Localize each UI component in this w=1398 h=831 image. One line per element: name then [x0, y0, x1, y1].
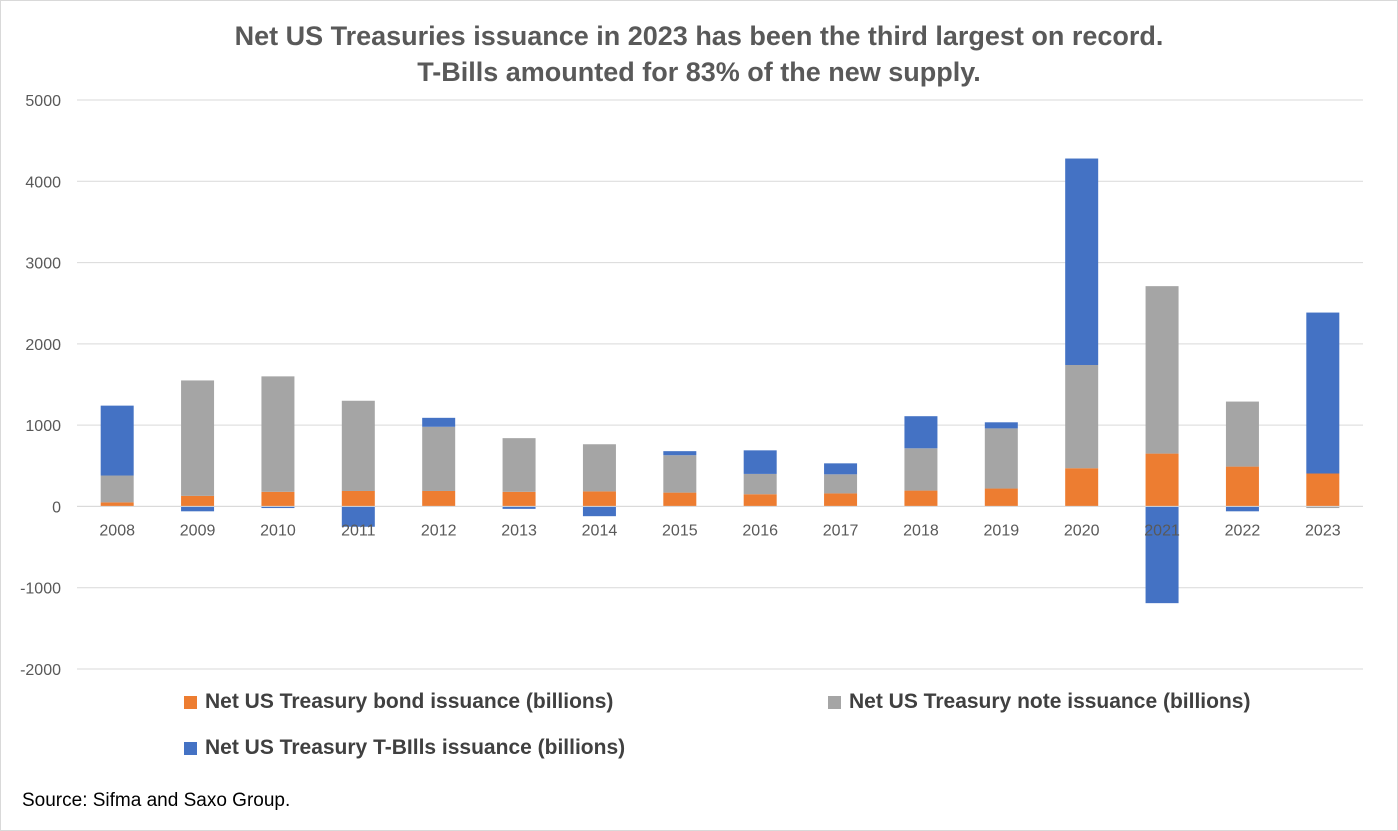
bar-note-2010: [261, 376, 295, 492]
bar-tbills-2008: [100, 405, 134, 476]
x-tick-label: 2021: [1144, 522, 1180, 539]
y-tick-label: 5000: [25, 93, 61, 110]
bar-tbills-2020: [1065, 158, 1099, 365]
chart-plot: -2000 -1000 0 1000 2000 3000 4000 5000 2008 2009 2…: [20, 93, 1363, 679]
legend-swatch-tbills: [184, 741, 197, 755]
legend-item-tbills: Net US Treasury T-BIlls issuance (billio…: [184, 736, 625, 760]
x-tick-label: 2013: [501, 522, 537, 539]
x-tick-label: 2012: [421, 522, 457, 539]
bar-bond-2016: [743, 494, 777, 507]
bar-note-2009: [181, 380, 215, 496]
bar-tbills-2018: [904, 416, 938, 449]
bar-tbills-2010: [261, 506, 295, 509]
bar-tbills-2022: [1225, 506, 1259, 512]
bar-bond-2012: [422, 490, 456, 507]
bar-tbills-2015: [663, 451, 697, 456]
bar-bond-2017: [824, 493, 858, 507]
bar-bond-2008: [100, 502, 134, 507]
legend-swatch-bond: [184, 695, 197, 709]
y-tick-label: -1000: [20, 581, 61, 598]
x-tick-label: 2017: [823, 522, 859, 539]
bar-bond-2018: [904, 490, 938, 507]
bar-note-2014: [582, 444, 616, 492]
bar-tbills-2011: [341, 506, 375, 527]
bar-note-2015: [663, 455, 697, 493]
x-tick-label: 2015: [662, 522, 698, 539]
x-tick-label: 2023: [1305, 522, 1341, 539]
bar-bond-2011: [341, 490, 375, 507]
bar-tbills-2019: [984, 422, 1018, 429]
legend-label-bond: Net US Treasury bond issuance (billions): [205, 690, 614, 713]
bar-note-2019: [984, 428, 1018, 489]
bar-bond-2019: [984, 488, 1018, 507]
x-tick-label: 2014: [582, 522, 618, 539]
x-tick-label: 2011: [341, 522, 376, 539]
bar-tbills-2009: [181, 506, 215, 512]
source-note: Source: Sifma and Saxo Group.: [22, 790, 291, 811]
legend-item-note: Net US Treasury note issuance (billions): [828, 690, 1250, 714]
bar-note-2023: [1306, 506, 1340, 509]
bar-bond-2014: [582, 491, 616, 507]
legend-item-bond: Net US Treasury bond issuance (billions): [184, 690, 613, 714]
y-tick-label: 3000: [25, 256, 61, 273]
chart-title: Net US Treasuries issuance in 2023 has b…: [0, 18, 1398, 90]
chart-title-line2: T-Bills amounted for 83% of the new supp…: [417, 57, 981, 87]
legend-label-tbills: Net US Treasury T-BIlls issuance (billio…: [205, 736, 626, 759]
bar-tbills-2012: [422, 417, 456, 427]
bar-note-2011: [341, 400, 375, 491]
x-tick-label: 2009: [180, 522, 216, 539]
bar-bond-2020: [1065, 468, 1099, 507]
bar-bond-2021: [1145, 453, 1179, 507]
y-tick-label: 1000: [25, 418, 61, 435]
y-tick-label: -2000: [20, 662, 61, 679]
chart-title-line1: Net US Treasuries issuance in 2023 has b…: [234, 21, 1164, 51]
y-tick-label: 2000: [25, 337, 61, 354]
bar-tbills-2023: [1306, 312, 1340, 474]
bar-tbills-2021: [1145, 506, 1179, 604]
bar-tbills-2016: [743, 450, 777, 474]
bar-tbills-2014: [582, 506, 616, 517]
bar-bond-2010: [261, 491, 295, 507]
bar-note-2008: [100, 475, 134, 503]
bar-note-2017: [824, 474, 858, 494]
x-tick-label: 2022: [1225, 522, 1261, 539]
bar-bond-2009: [181, 495, 215, 507]
bar-tbills-2013: [502, 506, 536, 509]
x-tick-label: 2019: [984, 522, 1020, 539]
bar-note-2016: [743, 473, 777, 495]
bar-bond-2023: [1306, 473, 1340, 507]
bar-note-2013: [502, 438, 536, 492]
x-tick-label: 2010: [260, 522, 296, 539]
bar-note-2018: [904, 448, 938, 491]
x-tick-label: 2018: [903, 522, 939, 539]
bar-tbills-2017: [824, 463, 858, 475]
bar-bond-2015: [663, 492, 697, 507]
bar-note-2021: [1145, 286, 1179, 454]
x-tick-label: 2008: [99, 522, 135, 539]
y-tick-label: 4000: [25, 174, 61, 191]
bar-note-2020: [1065, 364, 1099, 469]
x-tick-label: 2016: [742, 522, 778, 539]
legend-label-note: Net US Treasury note issuance (billions): [849, 690, 1251, 713]
x-tick-label: 2020: [1064, 522, 1100, 539]
bar-bond-2013: [502, 491, 536, 507]
y-tick-label: 0: [52, 499, 61, 516]
bar-note-2022: [1225, 401, 1259, 467]
bar-bond-2022: [1225, 466, 1259, 507]
legend-swatch-note: [828, 695, 841, 709]
bar-note-2012: [422, 426, 456, 491]
